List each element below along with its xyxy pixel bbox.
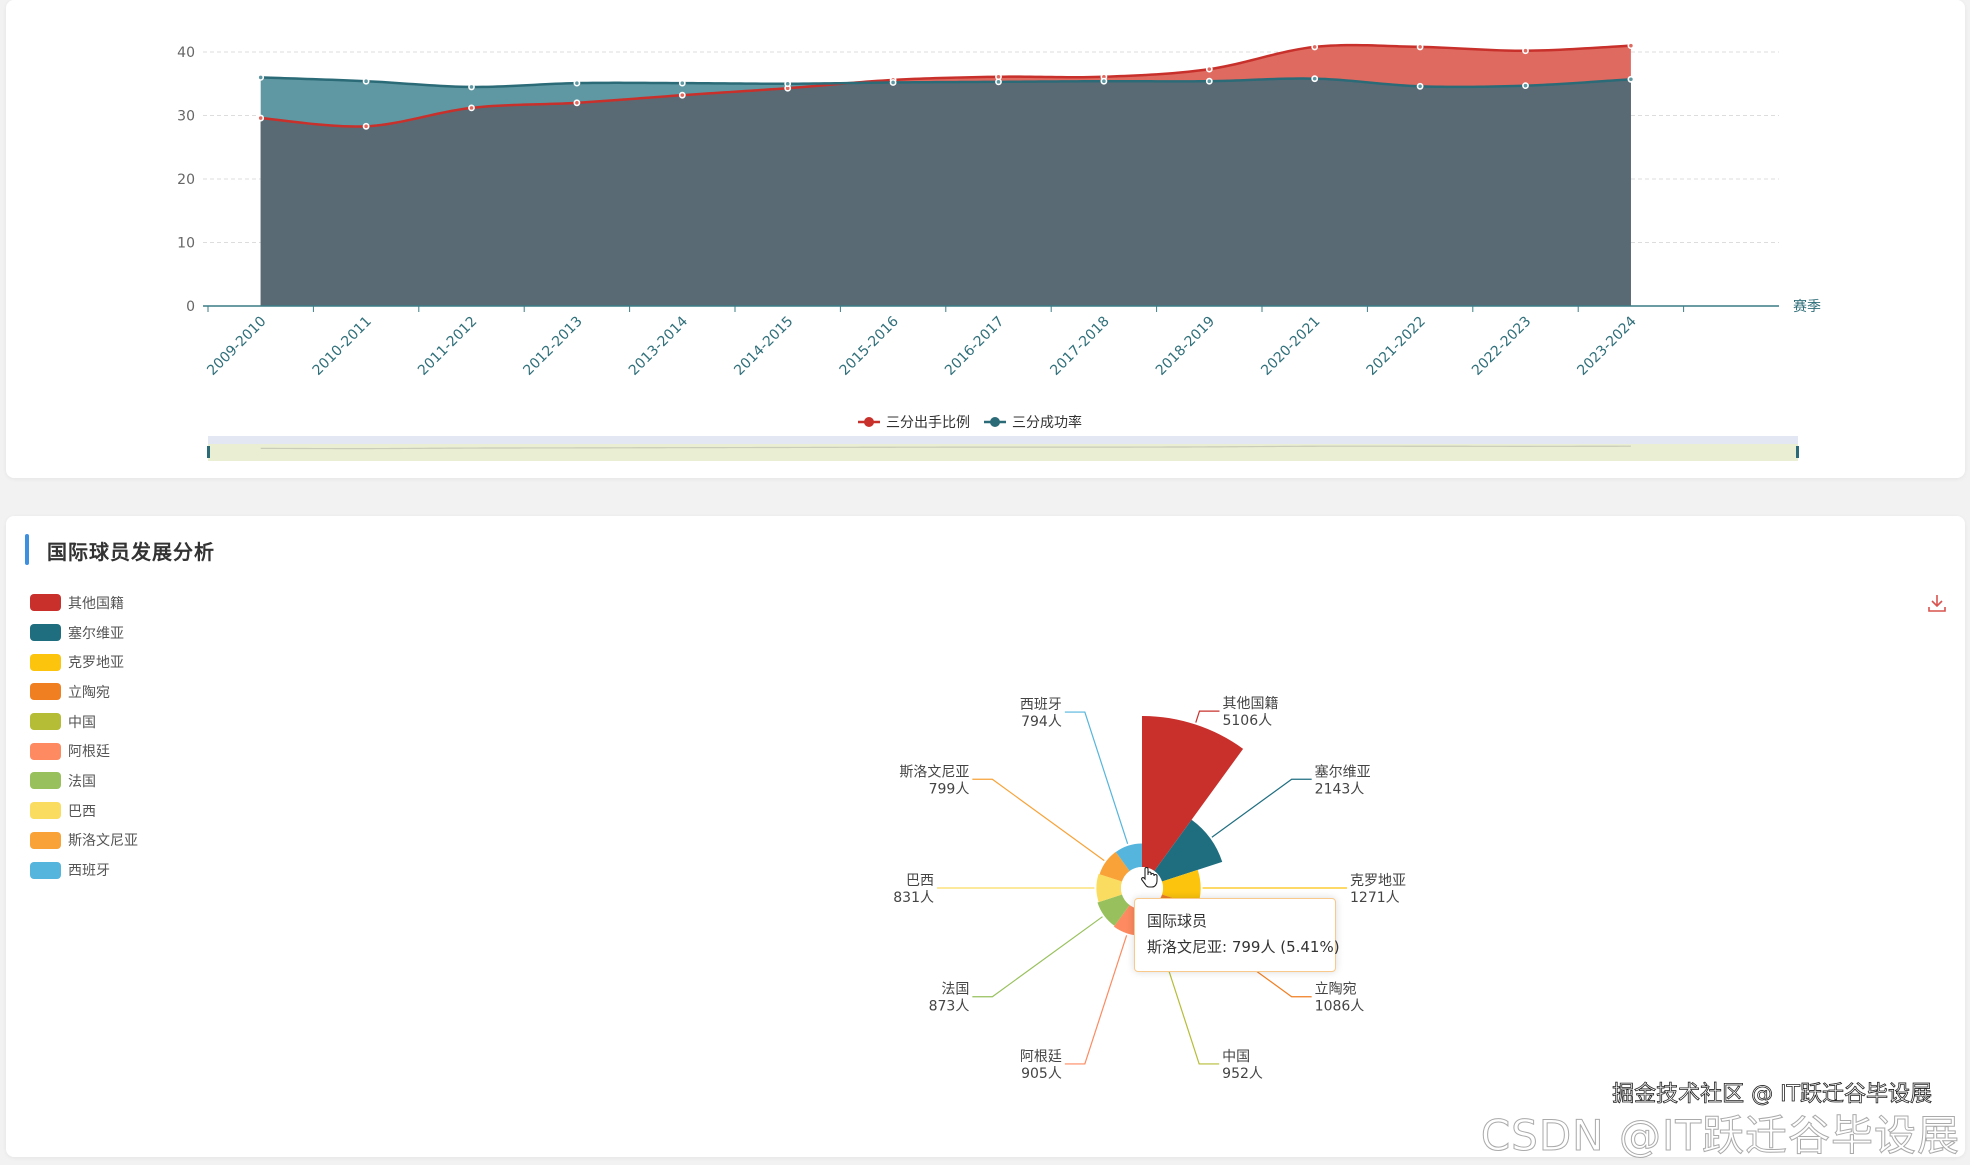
x-tick-label: 2010-2011 (310, 314, 375, 379)
data-point[interactable] (257, 114, 265, 122)
y-tick-label: 20 (177, 172, 195, 188)
series-line-0 (260, 43, 1631, 128)
data-zoom-handle-right[interactable] (1796, 446, 1799, 458)
legend-item[interactable]: 西班牙 (30, 855, 138, 885)
data-point[interactable] (1627, 75, 1635, 83)
legend-label: 巴西 (68, 803, 96, 820)
x-tick-label: 2022-2023 (1469, 314, 1534, 379)
data-point[interactable] (678, 91, 686, 99)
legend-dot-icon[interactable] (864, 417, 874, 427)
legend-swatch (30, 594, 61, 612)
download-icon[interactable] (1926, 592, 1948, 614)
data-point[interactable] (468, 83, 475, 91)
data-point[interactable] (1100, 77, 1108, 85)
legend-swatch (30, 713, 61, 731)
y-tick-label: 40 (177, 45, 195, 61)
legend-label: 塞尔维亚 (68, 625, 124, 642)
data-point[interactable] (1522, 82, 1529, 90)
chart-tooltip: 国际球员 斯洛文尼亚: 799人 (5.41%) (1134, 898, 1340, 972)
legend-item[interactable]: 克罗地亚 (30, 647, 138, 677)
data-point[interactable] (1205, 65, 1213, 73)
data-point[interactable] (257, 74, 265, 81)
legend-item[interactable]: 斯洛文尼亚 (30, 826, 138, 856)
x-tick-label: 2012-2013 (520, 314, 585, 379)
data-point[interactable] (1311, 75, 1319, 83)
x-tick-label: 2021-2022 (1364, 314, 1429, 379)
data-point[interactable] (468, 104, 475, 112)
data-zoom-handle-left[interactable] (207, 446, 210, 458)
legend-dot-icon[interactable] (990, 417, 1000, 427)
data-point[interactable] (995, 78, 1002, 86)
data-point[interactable] (784, 80, 792, 88)
hand-cursor-icon (1141, 867, 1158, 888)
legend-item[interactable]: 巴西 (30, 796, 138, 826)
legend-item[interactable]: 立陶宛 (30, 677, 138, 707)
data-zoom-slider[interactable] (207, 436, 1799, 461)
legend-swatch (30, 802, 61, 820)
data-point[interactable] (1311, 43, 1319, 51)
x-tick-label: 2011-2012 (415, 314, 480, 379)
y-tick-label: 30 (177, 109, 195, 125)
data-point[interactable] (362, 77, 370, 85)
legend-swatch (30, 772, 61, 790)
international-players-card: 国际球员发展分析 其他国籍塞尔维亚克罗地亚立陶宛中国阿根廷法国巴西斯洛文尼亚西班… (6, 516, 1965, 1157)
data-point[interactable] (1627, 42, 1635, 50)
watermark-front: 掘金技术社区 @ IT跃迁谷毕设展 (1612, 1082, 1933, 1108)
x-tick-label: 2014-2015 (731, 314, 796, 379)
three-point-area-chart: 0 10 20 30 40 2009-2010 2010-2011 2011-2012 2012… (177, 42, 1821, 461)
legend-label: 斯洛文尼亚 (68, 833, 138, 850)
legend-item[interactable]: 阿根廷 (30, 736, 138, 766)
data-point[interactable] (362, 122, 370, 130)
y-tick-label: 0 (186, 299, 195, 315)
x-tick-label: 2015-2016 (837, 313, 902, 378)
data-point[interactable] (678, 79, 686, 87)
data-point[interactable] (1522, 47, 1529, 55)
legend-label: 中国 (68, 714, 96, 731)
area-overlap-fill (260, 78, 1631, 306)
legend-label: 立陶宛 (68, 684, 110, 701)
legend-label: 法国 (68, 773, 96, 790)
y-tick-label: 10 (177, 236, 195, 252)
legend-label[interactable]: 三分成功率 (1012, 414, 1082, 431)
data-point[interactable] (1416, 43, 1424, 51)
legend-label: 阿根廷 (68, 744, 110, 761)
legend-swatch (30, 683, 61, 701)
x-tick-label: 2009-2010 (204, 314, 269, 379)
rose-legend: 其他国籍塞尔维亚克罗地亚立陶宛中国阿根廷法国巴西斯洛文尼亚西班牙 (30, 588, 138, 885)
data-point[interactable] (573, 79, 581, 87)
legend-label: 其他国籍 (68, 595, 124, 612)
x-tick-label: 2018-2019 (1153, 314, 1218, 379)
x-tick-label: 2017-2018 (1047, 314, 1112, 379)
legend-label: 西班牙 (68, 863, 110, 880)
data-point[interactable] (889, 79, 897, 86)
tooltip-text: 斯洛文尼亚: 799人 (5.41%) (1147, 938, 1340, 956)
legend-label: 克罗地亚 (68, 655, 124, 672)
series-line-1 (260, 76, 1631, 89)
legend-swatch (30, 831, 61, 849)
legend-swatch (30, 624, 61, 642)
legend-swatch (30, 742, 61, 760)
legend-item[interactable]: 法国 (30, 766, 138, 796)
x-tick-label: 2013-2014 (626, 313, 691, 378)
x-tick-label: 2016-2017 (942, 314, 1007, 379)
section-title: 国际球员发展分析 (47, 540, 215, 564)
data-zoom-shadow (260, 445, 1631, 450)
x-axis-name: 赛季 (1793, 299, 1821, 315)
legend-item[interactable]: 其他国籍 (30, 588, 138, 618)
x-tick-label: 2023-2024 (1574, 313, 1639, 378)
title-accent-bar (25, 534, 29, 565)
data-point[interactable] (1205, 77, 1213, 85)
data-point[interactable] (573, 99, 581, 107)
legend-item[interactable]: 中国 (30, 707, 138, 737)
tooltip-title: 国际球员 (1147, 912, 1208, 930)
legend-label[interactable]: 三分出手比例 (886, 415, 970, 431)
legend-swatch (30, 653, 61, 671)
legend-item[interactable]: 塞尔维亚 (30, 618, 138, 648)
legend-swatch (30, 861, 61, 879)
x-tick-label: 2020-2021 (1258, 314, 1323, 379)
data-point[interactable] (1416, 82, 1424, 90)
watermark-back: CSDN @IT跃迁谷毕设展 (1480, 1111, 1960, 1160)
data-zoom-selected-bar[interactable] (208, 436, 1798, 444)
